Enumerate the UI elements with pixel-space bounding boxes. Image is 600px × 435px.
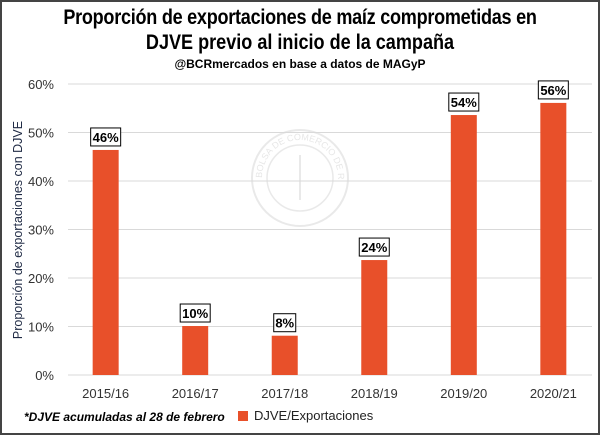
bar — [540, 102, 567, 375]
data-label: 56% — [540, 83, 566, 98]
y-tick-label: 50% — [28, 126, 54, 141]
data-label-box — [358, 237, 390, 257]
bar — [92, 149, 119, 375]
data-label-box — [273, 313, 297, 333]
data-label-box — [537, 80, 569, 100]
legend-swatch — [238, 410, 248, 421]
chart-subtitle: @BCRmercados en base a datos de MAGyP — [174, 57, 426, 71]
watermark-seal: BOLSA DE COMERCIO DE ROSARIO — [0, 0, 349, 227]
legend: DJVE/Exportaciones — [238, 408, 373, 423]
data-label: 8% — [275, 316, 294, 331]
y-tick-label: 60% — [28, 77, 54, 92]
y-tick-label: 0% — [35, 368, 54, 383]
data-label-box — [90, 127, 122, 147]
x-tick-label: 2019/20 — [440, 386, 487, 401]
x-tick-label: 2016/17 — [172, 386, 219, 401]
bar — [450, 115, 477, 375]
x-tick-label: 2020/21 — [530, 386, 577, 401]
x-tick-label: 2015/16 — [82, 386, 129, 401]
footnote: *DJVE acumuladas al 28 de febrero — [24, 410, 225, 424]
y-tick-label: 40% — [28, 174, 54, 189]
data-label-box — [179, 303, 211, 323]
y-tick-label: 30% — [28, 223, 54, 238]
chart-title: Proporción de exportaciones de maíz comp… — [63, 6, 537, 29]
data-label: 10% — [182, 306, 208, 321]
data-label: 24% — [361, 240, 387, 255]
data-label: 46% — [93, 130, 119, 145]
bar — [271, 335, 298, 375]
bar — [182, 326, 209, 375]
bar — [361, 260, 388, 375]
data-label-box — [448, 92, 480, 112]
y-tick-label: 10% — [28, 320, 54, 335]
data-label: 54% — [451, 95, 477, 110]
x-tick-label: 2017/18 — [261, 386, 308, 401]
legend-label: DJVE/Exportaciones — [254, 408, 374, 423]
x-tick-label: 2018/19 — [351, 386, 398, 401]
y-tick-label: 20% — [28, 271, 54, 286]
y-axis-label: Proporción de exportaciones con DJVE — [11, 121, 25, 339]
chart-title-line2: DJVE previo al inicio de la campaña — [145, 31, 455, 54]
